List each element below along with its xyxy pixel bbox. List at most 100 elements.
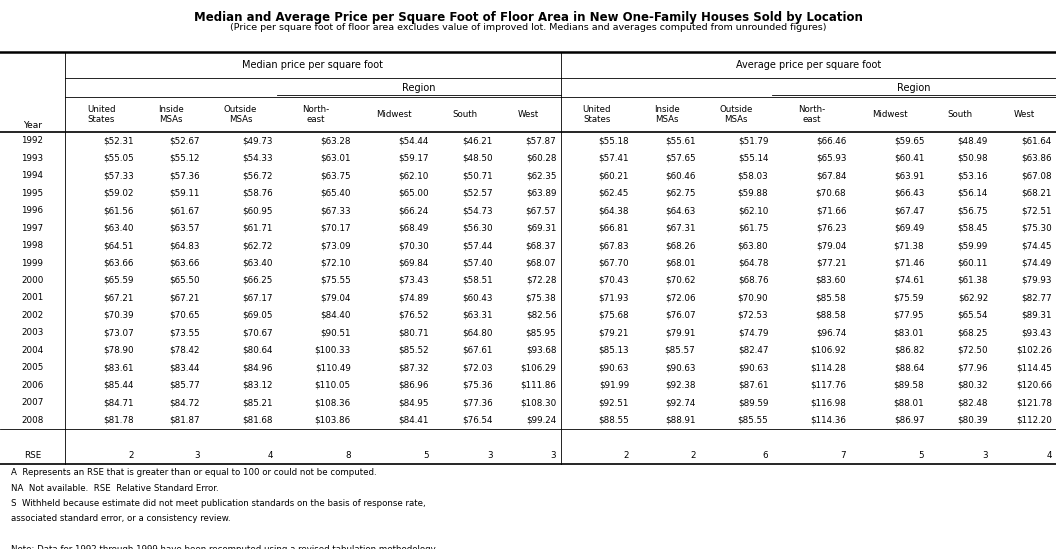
- Text: $84.95: $84.95: [398, 398, 429, 407]
- Text: $69.05: $69.05: [242, 311, 272, 320]
- Text: $67.83: $67.83: [599, 241, 629, 250]
- Text: $81.68: $81.68: [242, 416, 272, 425]
- Text: 1992: 1992: [21, 136, 43, 145]
- Text: $93.43: $93.43: [1021, 328, 1052, 338]
- Text: $117.76: $117.76: [810, 381, 846, 390]
- Text: $82.48: $82.48: [958, 398, 988, 407]
- Text: 2004: 2004: [21, 346, 43, 355]
- Text: $87.32: $87.32: [398, 363, 429, 372]
- Text: South: South: [452, 110, 477, 119]
- Text: $57.41: $57.41: [599, 154, 629, 163]
- Text: $54.73: $54.73: [461, 206, 492, 215]
- Text: S  Withheld because estimate did not meet publication standards on the basis of : S Withheld because estimate did not meet…: [11, 499, 426, 508]
- Text: $65.93: $65.93: [816, 154, 846, 163]
- Text: $67.08: $67.08: [1021, 171, 1052, 180]
- Text: $83.61: $83.61: [103, 363, 134, 372]
- Text: $69.49: $69.49: [894, 223, 924, 233]
- Text: $79.93: $79.93: [1021, 276, 1052, 285]
- Text: $77.95: $77.95: [893, 311, 924, 320]
- Text: $64.80: $64.80: [463, 328, 492, 338]
- Text: Inside
MSAs: Inside MSAs: [654, 105, 679, 124]
- Text: $79.21: $79.21: [599, 328, 629, 338]
- Text: $90.51: $90.51: [320, 328, 351, 338]
- Text: $60.11: $60.11: [958, 259, 988, 267]
- Text: $58.51: $58.51: [461, 276, 492, 285]
- Text: 2000: 2000: [21, 276, 43, 285]
- Text: $82.56: $82.56: [526, 311, 557, 320]
- Text: 2002: 2002: [21, 311, 43, 320]
- Text: $77.36: $77.36: [461, 398, 492, 407]
- Text: $50.71: $50.71: [461, 171, 492, 180]
- Text: $73.43: $73.43: [398, 276, 429, 285]
- Text: $52.31: $52.31: [103, 136, 134, 145]
- Text: $62.75: $62.75: [665, 189, 696, 198]
- Text: 7: 7: [841, 451, 846, 460]
- Text: $56.75: $56.75: [958, 206, 988, 215]
- Text: $62.10: $62.10: [738, 206, 769, 215]
- Text: 4: 4: [267, 451, 272, 460]
- Text: $103.86: $103.86: [315, 416, 351, 425]
- Text: Note: Data for 1992 through 1999 have been recomputed using a revised tabulation: Note: Data for 1992 through 1999 have be…: [11, 545, 437, 549]
- Text: $85.57: $85.57: [664, 346, 696, 355]
- Text: $70.67: $70.67: [242, 328, 272, 338]
- Text: $60.43: $60.43: [463, 294, 492, 302]
- Text: $90.63: $90.63: [599, 363, 629, 372]
- Text: $61.75: $61.75: [738, 223, 769, 233]
- Text: $67.47: $67.47: [893, 206, 924, 215]
- Text: Region: Region: [402, 83, 435, 93]
- Text: $63.40: $63.40: [103, 223, 134, 233]
- Text: $57.36: $57.36: [169, 171, 200, 180]
- Text: 5: 5: [423, 451, 429, 460]
- Text: Inside
MSAs: Inside MSAs: [158, 105, 184, 124]
- Text: $68.21: $68.21: [1021, 189, 1052, 198]
- Text: $69.31: $69.31: [526, 223, 557, 233]
- Text: 6: 6: [762, 451, 769, 460]
- Text: South: South: [948, 110, 973, 119]
- Text: $68.01: $68.01: [665, 259, 696, 267]
- Text: $65.40: $65.40: [320, 189, 351, 198]
- Text: $71.66: $71.66: [816, 206, 846, 215]
- Text: $75.55: $75.55: [320, 276, 351, 285]
- Text: $60.28: $60.28: [526, 154, 557, 163]
- Text: 3: 3: [487, 451, 492, 460]
- Text: $114.45: $114.45: [1016, 363, 1052, 372]
- Text: Median and Average Price per Square Foot of Floor Area in New One-Family Houses : Median and Average Price per Square Foot…: [193, 12, 863, 24]
- Text: $49.73: $49.73: [242, 136, 272, 145]
- Text: $70.17: $70.17: [320, 223, 351, 233]
- Text: $92.74: $92.74: [665, 398, 696, 407]
- Text: $60.41: $60.41: [894, 154, 924, 163]
- Text: $46.21: $46.21: [463, 136, 492, 145]
- Text: $67.57: $67.57: [526, 206, 557, 215]
- Text: $112.20: $112.20: [1016, 416, 1052, 425]
- Text: 5: 5: [919, 451, 924, 460]
- Text: $61.38: $61.38: [958, 276, 988, 285]
- Text: $84.72: $84.72: [169, 398, 200, 407]
- Text: Region: Region: [898, 83, 931, 93]
- Text: $59.17: $59.17: [398, 154, 429, 163]
- Text: $63.40: $63.40: [242, 259, 272, 267]
- Text: $88.01: $88.01: [893, 398, 924, 407]
- Text: $72.28: $72.28: [526, 276, 557, 285]
- Text: $67.21: $67.21: [170, 294, 200, 302]
- Text: $72.03: $72.03: [461, 363, 492, 372]
- Text: $73.09: $73.09: [320, 241, 351, 250]
- Text: $72.51: $72.51: [1021, 206, 1052, 215]
- Text: $86.82: $86.82: [893, 346, 924, 355]
- Text: $80.64: $80.64: [242, 346, 272, 355]
- Text: $88.64: $88.64: [893, 363, 924, 372]
- Text: $54.44: $54.44: [398, 136, 429, 145]
- Text: $114.36: $114.36: [810, 416, 846, 425]
- Text: $102.26: $102.26: [1016, 346, 1052, 355]
- Text: $55.61: $55.61: [665, 136, 696, 145]
- Text: $70.43: $70.43: [599, 276, 629, 285]
- Text: $72.06: $72.06: [665, 294, 696, 302]
- Text: $80.71: $80.71: [398, 328, 429, 338]
- Text: $85.77: $85.77: [169, 381, 200, 390]
- Text: $68.49: $68.49: [398, 223, 429, 233]
- Text: $88.58: $88.58: [815, 311, 846, 320]
- Text: $55.14: $55.14: [738, 154, 769, 163]
- Text: $70.62: $70.62: [665, 276, 696, 285]
- Text: $68.37: $68.37: [526, 241, 557, 250]
- Text: $60.21: $60.21: [599, 171, 629, 180]
- Text: North-
east: North- east: [302, 105, 329, 124]
